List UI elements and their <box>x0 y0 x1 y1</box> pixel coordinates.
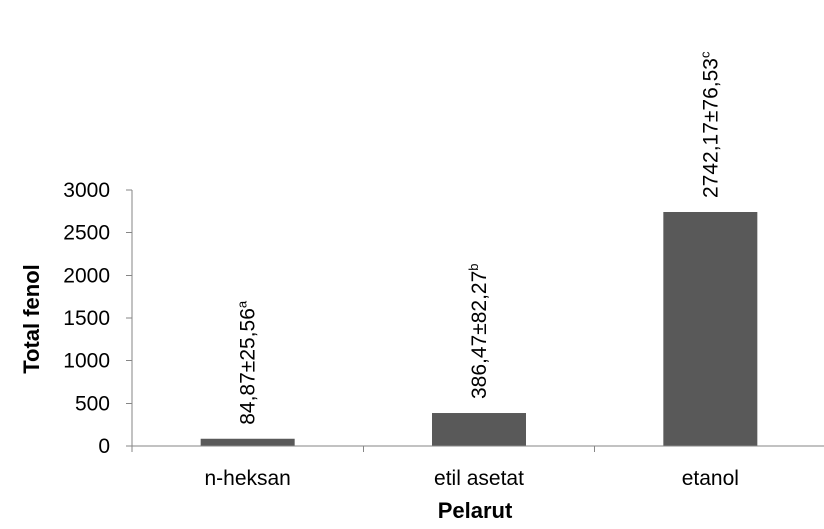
y-axis-ticks: 0 500 1000 1500 2000 2500 3000 <box>63 179 132 458</box>
y-tick-label: 1000 <box>63 350 110 373</box>
y-tick-label: 2000 <box>63 264 110 287</box>
x-tick-label: etil asetat <box>434 467 524 490</box>
data-label: 2742,17±76,53c <box>697 51 722 198</box>
data-label-superscript: a <box>235 300 250 308</box>
y-tick-label: 2500 <box>63 222 110 245</box>
data-label: 84,87±25,56a <box>235 300 260 425</box>
y-tick-label: 1500 <box>63 307 110 330</box>
bar <box>200 438 295 446</box>
bars <box>200 212 758 446</box>
x-tick-label: etanol <box>682 467 739 490</box>
data-label-value: 2742,17±76,53 <box>699 58 722 198</box>
data-labels: 84,87±25,56a 386,47±82,27b 2742,17±76,53c <box>235 51 723 425</box>
data-label-value: 84,87±25,56 <box>237 308 260 425</box>
y-tick-label: 3000 <box>63 179 110 202</box>
data-label-superscript: c <box>697 51 712 58</box>
y-tick-label: 500 <box>75 392 110 415</box>
x-axis-title: Pelarut <box>438 498 513 523</box>
data-label-superscript: b <box>466 263 481 270</box>
y-tick-label: 0 <box>98 435 110 458</box>
y-axis-title: Total fenol <box>19 264 44 374</box>
x-tick-label: n-heksan <box>204 467 290 490</box>
bar <box>432 413 526 446</box>
bar <box>663 212 758 446</box>
data-label: 386,47±82,27b <box>466 263 491 399</box>
data-label-value: 386,47±82,27 <box>468 271 491 399</box>
x-axis-ticks: n-heksan etil asetat etanol <box>131 446 739 490</box>
